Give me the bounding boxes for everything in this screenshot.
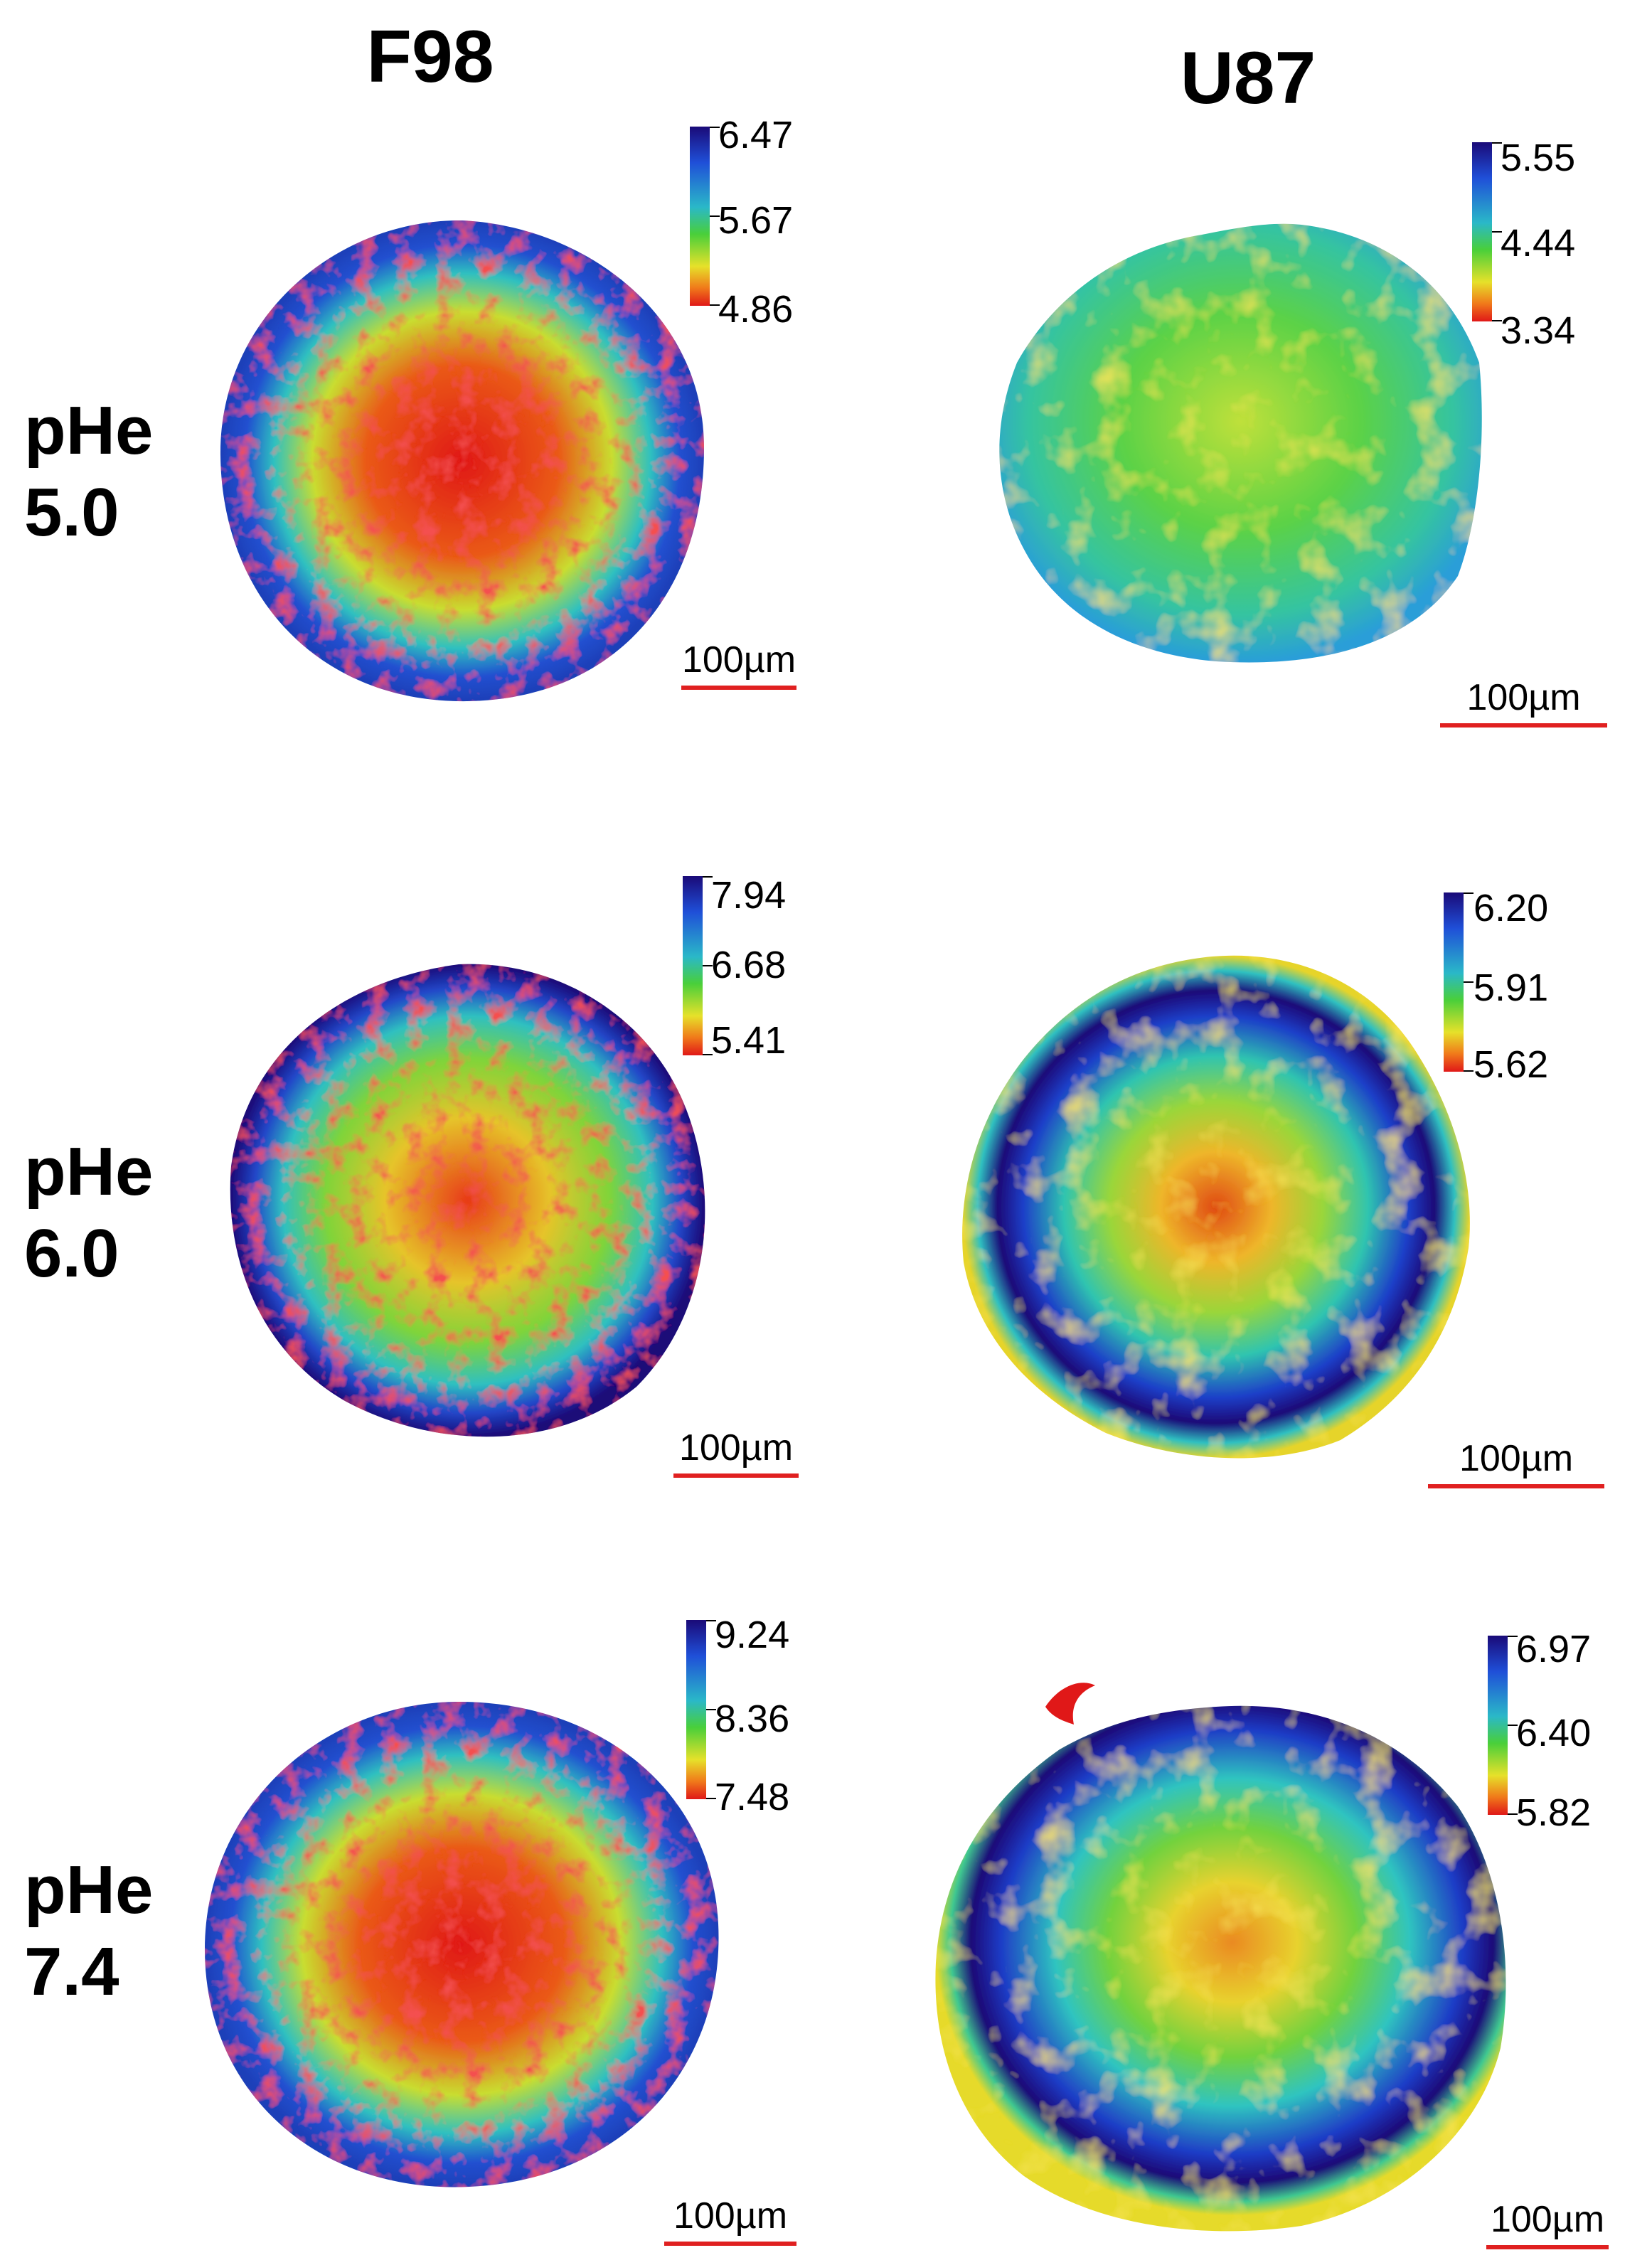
column-title-f98: F98	[366, 16, 494, 98]
colorbar-f98-ph50	[690, 127, 720, 306]
colorbar-min-label: 3.34	[1501, 309, 1576, 352]
colorbar-mid-label: 4.44	[1501, 222, 1576, 265]
scale-bar-label: 100µm	[1490, 2199, 1605, 2240]
colorbar-f98-ph60	[683, 876, 713, 1055]
scale-bar-label: 100µm	[673, 2195, 788, 2237]
row-label-line1: pHe	[24, 1852, 154, 1928]
scale-bar-label: 100µm	[1466, 677, 1581, 718]
scale-bar-label: 100µm	[681, 639, 796, 681]
ph-map-u87-ph50	[999, 223, 1482, 663]
row-label-line1: pHe	[24, 1134, 154, 1210]
scale-bar-u87-ph74: 100µm	[1486, 2201, 1609, 2249]
scale-bar-line	[1440, 723, 1607, 728]
colorbar-max-label: 5.55	[1501, 137, 1576, 179]
colorbar-max-label: 6.97	[1516, 1628, 1592, 1670]
scale-bar-u87-ph60: 100µm	[1428, 1440, 1604, 1488]
scale-bar-label: 100µm	[678, 1427, 794, 1469]
colorbar-mid-label: 5.91	[1474, 966, 1549, 1009]
ph-map-f98-ph50	[220, 220, 704, 702]
row-label-ph50: pHe 5.0	[24, 390, 195, 553]
ph-map-f98-ph74	[204, 1701, 719, 2187]
scale-bar-line	[664, 2242, 796, 2246]
colorbar-mid-label: 5.67	[718, 199, 794, 242]
colorbar-max-label: 6.47	[718, 114, 794, 156]
colorbar-min-label: 4.86	[718, 288, 794, 331]
ph-map-u87-ph60	[962, 955, 1470, 1459]
colorbar-mid-label: 6.68	[711, 944, 787, 986]
colorbar-u87-ph50	[1472, 142, 1502, 321]
column-title-u87: U87	[1180, 37, 1316, 119]
scale-bar-line	[1428, 1484, 1604, 1488]
colorbar-min-label: 5.82	[1516, 1791, 1592, 1834]
row-label-line2: 7.4	[24, 1934, 119, 2010]
row-label-ph60: pHe 6.0	[24, 1131, 195, 1294]
scale-bar-line	[673, 1473, 799, 1478]
scale-bar-u87-ph50: 100µm	[1440, 679, 1607, 728]
ph-map-u87-ph74	[935, 1683, 1506, 2232]
scale-bar-f98-ph74: 100µm	[664, 2197, 796, 2246]
colorbar-max-label: 6.20	[1474, 887, 1549, 929]
colorbar-u87-ph60	[1444, 892, 1474, 1072]
row-label-line2: 5.0	[24, 474, 119, 551]
colorbar-max-label: 9.24	[715, 1614, 790, 1656]
colorbar-mid-label: 6.40	[1516, 1712, 1592, 1754]
scale-bar-f98-ph50: 100µm	[681, 641, 796, 690]
colorbar-max-label: 7.94	[711, 874, 787, 917]
row-label-ph74: pHe 7.4	[24, 1849, 195, 2013]
colorbar-mid-label: 8.36	[715, 1698, 790, 1740]
colorbar-min-label: 5.62	[1474, 1043, 1549, 1086]
scale-bar-label: 100µm	[1459, 1438, 1574, 1479]
scale-bar-line	[681, 686, 796, 690]
ph-map-f98-ph60	[230, 964, 705, 1437]
row-label-line1: pHe	[24, 393, 154, 469]
colorbar-min-label: 7.48	[715, 1776, 790, 1818]
colorbar-min-label: 5.41	[711, 1019, 787, 1062]
row-label-line2: 6.0	[24, 1215, 119, 1292]
colorbar-u87-ph74	[1488, 1636, 1518, 1815]
scale-bar-line	[1486, 2245, 1609, 2249]
scale-bar-f98-ph60: 100µm	[673, 1429, 799, 1478]
colorbar-f98-ph74	[686, 1620, 716, 1799]
